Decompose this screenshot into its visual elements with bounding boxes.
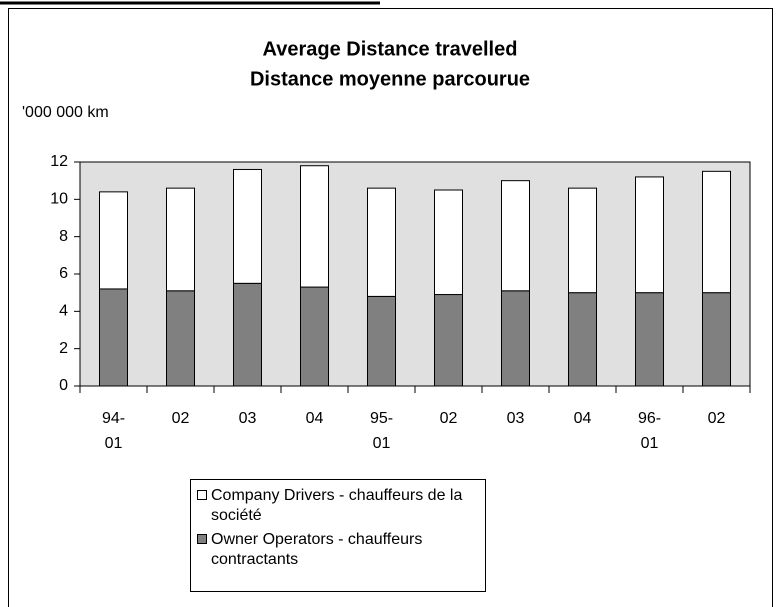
y-tick-label: 8 [59, 228, 68, 245]
legend-label: Owner Operators - chauffeurs contractant… [211, 531, 423, 568]
y-tick-label: 4 [59, 303, 68, 320]
bar-segment [99, 288, 128, 387]
legend-entry: Owner Operators - chauffeurs contractant… [197, 530, 479, 570]
y-tick-label: 12 [50, 153, 68, 170]
bar-segment [233, 282, 262, 387]
x-tick-label: 04 [305, 410, 324, 427]
bar-segment [300, 286, 329, 387]
x-tick-label: 95- 01 [369, 410, 394, 452]
bar-segment [99, 191, 128, 290]
bar-segment [568, 292, 597, 387]
bar-segment [501, 290, 530, 387]
chart-title: Average Distance travelled [263, 38, 518, 60]
y-tick-label: 6 [59, 265, 68, 282]
bar-segment [434, 294, 463, 387]
x-tick-label: 04 [573, 410, 592, 427]
x-tick-label: 94- 01 [101, 410, 126, 452]
bar-segment [702, 170, 731, 294]
bar-segment [300, 165, 329, 288]
bar-segment [702, 292, 731, 387]
legend: Company Drivers - chauffeurs de la socié… [190, 479, 486, 592]
bar-segment [635, 292, 664, 387]
x-tick-label: 02 [707, 410, 726, 427]
x-tick-label: 02 [439, 410, 458, 427]
bar-segment [233, 168, 262, 284]
chart-subtitle: Distance moyenne parcourue [250, 68, 530, 90]
bar-segment [568, 187, 597, 294]
frame [8, 8, 773, 607]
bar-segment [367, 187, 396, 297]
legend-swatch [197, 534, 207, 544]
legend-swatch [197, 490, 207, 500]
x-tick-label: 03 [238, 410, 257, 427]
x-tick-label: 03 [506, 410, 525, 427]
bar-segment [166, 290, 195, 387]
y-tick-label: 10 [50, 191, 68, 208]
y-tick-label: 2 [59, 340, 68, 357]
bar-segment [635, 176, 664, 294]
legend-entry: Company Drivers - chauffeurs de la socié… [197, 486, 479, 526]
y-tick-label: 0 [59, 377, 68, 394]
bar-segment [367, 295, 396, 387]
bar-segment [501, 180, 530, 292]
legend-label: Company Drivers - chauffeurs de la socié… [211, 487, 463, 524]
y-axis-label: '000 000 km [22, 104, 109, 121]
bar-segment [166, 187, 195, 292]
x-tick-label: 02 [171, 410, 190, 427]
x-tick-label: 96- 01 [637, 410, 662, 452]
bar-segment [434, 189, 463, 296]
